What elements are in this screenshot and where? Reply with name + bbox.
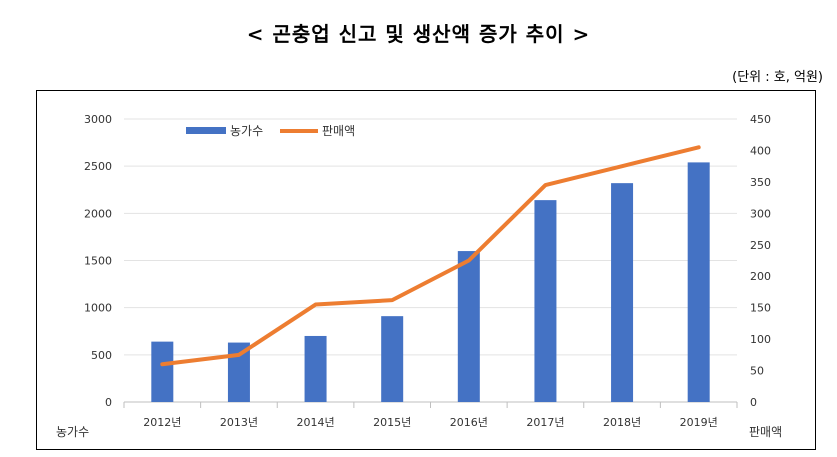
y-left-tick-label: 2500 [84,160,112,173]
x-tick-label: 2019년 [680,416,718,429]
bar [457,251,480,402]
line-point [698,146,700,148]
y-left-tick-label: 0 [105,396,112,409]
y-right-tick-label: 200 [750,270,771,283]
bar-series [151,162,710,402]
bar [687,162,710,402]
y-left-tick-label: 2000 [84,207,112,220]
y-right-tick-label: 150 [750,302,771,315]
x-tick-label: 2012년 [143,416,181,429]
y-right-tick-label: 450 [750,113,771,126]
series-line [160,145,701,367]
line-point [468,260,470,261]
line-point [315,304,317,306]
line-point [238,354,240,356]
unit-note: (단위 : 호, 억원) [732,70,823,85]
x-tick-label: 2015년 [373,416,411,429]
x-tick-label: 2016년 [450,416,488,429]
y-right-tick-label: 350 [750,176,771,189]
bar [151,341,174,402]
y-left-axis-title: 농가수 [56,425,89,439]
bar [534,200,557,402]
bar [381,316,404,402]
y-left-tick-label: 3000 [84,113,112,126]
line-series [160,145,701,367]
gridlines [124,118,737,403]
y-left-tick-label: 500 [91,349,112,362]
legend-swatch-bar [186,127,226,134]
line-point [391,299,393,301]
bar [611,183,634,402]
y-left-tick-label: 1000 [84,302,112,315]
legend-label-line: 판매액 [322,124,355,138]
bar [304,335,327,402]
x-tick-label: 2013년 [220,416,258,429]
y-right-tick-label: 100 [750,333,771,346]
line-point [621,165,623,167]
x-tick-label: 2014년 [297,416,335,429]
line-point [161,363,163,365]
y-right-tick-label: 250 [750,239,771,252]
y-right-axis-title: 판매액 [749,425,782,439]
x-tick-label: 2018년 [603,416,641,429]
y-right-tick-label: 0 [750,396,757,409]
y-left-tick-label: 1500 [84,255,112,268]
y-right-tick-label: 400 [750,144,771,157]
chart-frame [36,90,816,450]
line-point [544,184,546,186]
y-right-tick-label: 300 [750,207,771,220]
axes: 0 500 1000 1500 2000 2500 3000 0 50 100 150 200 250 3… [84,113,771,429]
x-tick-label: 2017년 [526,416,564,429]
y-right-tick-label: 50 [750,365,764,378]
chart-title: < 곤충업 신고 및 생산액 증가 추이 > [246,22,591,46]
legend-label-bar: 농가수 [230,124,263,138]
legend: 농가수 판매액 [186,124,355,138]
